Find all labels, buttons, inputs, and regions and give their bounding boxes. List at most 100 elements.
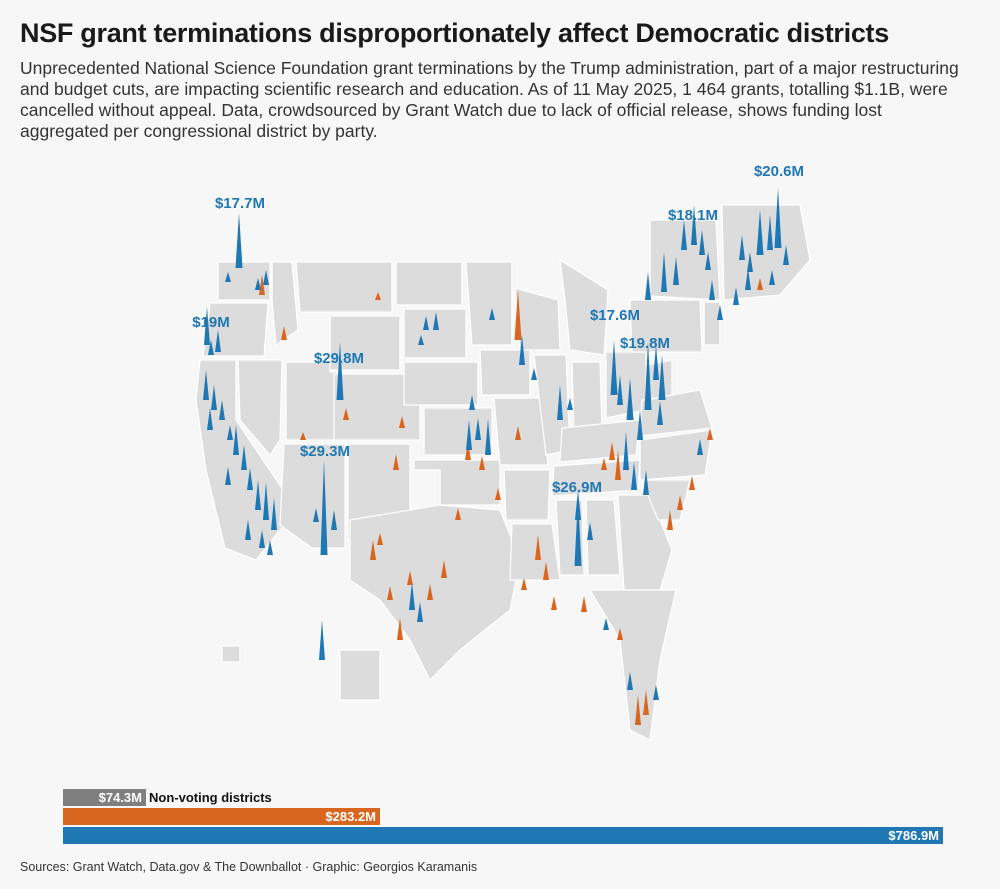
spike-democratic-7 xyxy=(208,340,214,355)
state-florida xyxy=(588,589,677,741)
spike-democratic-69 xyxy=(603,618,609,630)
peak-label-georgia: $26.9M xyxy=(552,479,602,496)
spike-democratic-57 xyxy=(531,368,537,380)
spike-republican-36 xyxy=(387,586,393,600)
state-hawaii xyxy=(339,649,381,701)
state-arkansas xyxy=(503,469,551,521)
spike-democratic-53 xyxy=(418,335,424,345)
funding-spikes xyxy=(203,188,789,725)
spike-democratic-76 xyxy=(626,378,634,420)
state-utah xyxy=(285,361,346,441)
spike-democratic-100 xyxy=(733,287,739,305)
spike-republican-67 xyxy=(551,596,557,610)
state-montana xyxy=(295,261,393,313)
state-kansas xyxy=(423,407,493,456)
state-new-england xyxy=(721,204,811,301)
spike-democratic-56 xyxy=(519,335,525,365)
state-alaska xyxy=(221,645,241,663)
state-new-jersey xyxy=(703,301,721,346)
state-indiana xyxy=(571,361,603,433)
spike-democratic-10 xyxy=(211,385,217,410)
spike-republican-109 xyxy=(667,510,673,530)
state-iowa xyxy=(479,349,531,396)
peak-label-massachusetts: $20.6M xyxy=(754,163,804,180)
state-texas xyxy=(349,504,521,682)
spike-democratic-62 xyxy=(574,496,582,566)
spike-democratic-13 xyxy=(227,425,233,440)
spike-democratic-20 xyxy=(271,498,277,530)
spike-republican-112 xyxy=(707,428,713,440)
spike-democratic-77 xyxy=(637,410,643,440)
state-colorado xyxy=(333,373,421,441)
peak-label-new-york: $18.1M xyxy=(668,207,718,224)
state-michigan xyxy=(559,258,609,356)
spike-republican-8 xyxy=(281,326,287,340)
state-nevada xyxy=(237,359,283,456)
spike-republican-101 xyxy=(757,278,763,290)
spike-democratic-26 xyxy=(313,508,319,522)
spike-republican-55 xyxy=(514,290,522,340)
spike-democratic-86 xyxy=(673,257,679,285)
spike-republican-110 xyxy=(689,476,695,490)
spike-democratic-97 xyxy=(774,188,782,248)
bar-republican-value: $283.2M xyxy=(325,809,376,824)
spike-republican-37 xyxy=(397,618,403,640)
spike-republican-64 xyxy=(535,535,541,560)
spike-democratic-81 xyxy=(657,401,663,425)
spike-democratic-4 xyxy=(225,272,231,282)
spike-republican-46 xyxy=(495,488,501,500)
spike-democratic-27 xyxy=(336,342,344,400)
spike-republican-103 xyxy=(635,695,641,725)
spike-democratic-39 xyxy=(417,602,423,622)
spike-democratic-9 xyxy=(203,370,209,400)
state-wyoming xyxy=(329,315,401,371)
spike-democratic-75 xyxy=(617,375,623,405)
spike-democratic-73 xyxy=(643,470,649,495)
peak-label-california-north: $19M xyxy=(192,314,230,331)
bar-democratic: $786.9M xyxy=(63,827,943,844)
spike-democratic-25 xyxy=(331,510,337,530)
spike-democratic-2 xyxy=(263,270,269,285)
spike-republican-82 xyxy=(609,442,615,460)
peak-label-pennsylvania: $17.6M xyxy=(590,307,640,324)
spike-democratic-111 xyxy=(697,439,703,455)
spike-democratic-84 xyxy=(645,272,651,300)
spike-democratic-23 xyxy=(267,540,273,555)
spike-republican-42 xyxy=(407,571,413,585)
state-alabama xyxy=(585,499,621,576)
state-arizona xyxy=(279,443,346,549)
spike-republican-31 xyxy=(375,292,381,300)
spike-republican-44 xyxy=(479,456,485,470)
spike-democratic-3 xyxy=(255,278,261,290)
spike-republican-108 xyxy=(677,495,683,510)
state-oklahoma xyxy=(413,459,501,506)
spike-republican-60 xyxy=(515,426,521,440)
spike-democratic-24 xyxy=(320,460,328,555)
bar-democratic-value: $786.9M xyxy=(888,828,939,843)
chart-subtitle: Unprecedented National Science Foundatio… xyxy=(20,58,959,141)
spike-republican-34 xyxy=(370,540,376,560)
spike-democratic-15 xyxy=(241,445,247,470)
peak-label-washington: $17.7M xyxy=(215,195,265,212)
spike-democratic-14 xyxy=(233,425,239,455)
state-nebraska xyxy=(403,361,479,406)
spike-democratic-96 xyxy=(767,215,773,250)
spike-democratic-91 xyxy=(709,280,715,300)
spike-republican-70 xyxy=(615,450,621,480)
spike-democratic-98 xyxy=(783,245,789,265)
spike-democratic-11 xyxy=(219,400,225,420)
spike-democratic-71 xyxy=(623,432,629,470)
spike-democratic-92 xyxy=(717,305,723,320)
spike-republican-33 xyxy=(393,454,399,470)
spike-republican-28 xyxy=(343,408,349,420)
spike-democratic-0 xyxy=(235,213,243,268)
us-district-map: $17.7M $19M $29.8M $29.3M $26.9M $17.6M … xyxy=(192,163,811,741)
spike-democratic-93 xyxy=(739,235,745,260)
spike-democratic-49 xyxy=(485,419,491,455)
spike-republican-45 xyxy=(455,508,461,520)
spike-democratic-48 xyxy=(475,418,481,440)
peak-label-colorado: $29.8M xyxy=(314,350,364,367)
spike-democratic-89 xyxy=(699,230,705,255)
spike-democratic-99 xyxy=(745,268,751,290)
spike-democratic-74 xyxy=(610,340,618,395)
